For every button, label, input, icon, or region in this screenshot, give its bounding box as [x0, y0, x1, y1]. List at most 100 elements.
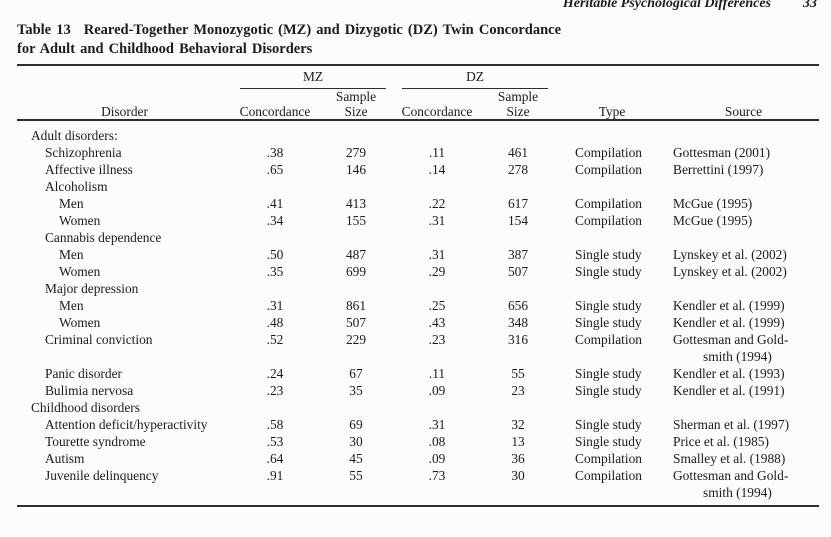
disorder-cell: Women: [59, 264, 101, 279]
dz-sample-size-cell: 387: [507, 247, 529, 262]
disorder-cell: Attention deficit/hyperactivity: [45, 417, 208, 432]
mz-sample-size-cell: 69: [349, 417, 363, 432]
disorder-cell: Childhood disorders: [31, 400, 140, 415]
type-cell: Single study: [575, 247, 642, 262]
spanner-gap-disorder: [17, 69, 232, 89]
source-cell: [668, 178, 819, 195]
dz-sample-size-cell: [480, 229, 556, 246]
mz-sample-size-cell: 35: [349, 383, 363, 398]
source-cell: [668, 399, 819, 416]
dz-concordance-cell: [394, 399, 480, 416]
column-header-dz-sample-size: Sample Size: [480, 89, 557, 121]
mz-concordance-cell: .50: [266, 247, 284, 262]
source-cell: [668, 120, 819, 144]
dz-sample-size-cell: 617: [507, 196, 529, 211]
table-row: Tourette syndrome .53 30 .08 13 Single study P…: [17, 433, 819, 450]
dz-sample-size-cell: 32: [511, 417, 525, 432]
dz-concordance-cell: [394, 178, 480, 195]
dz-concordance-cell: [394, 280, 480, 297]
table-title-line1: Reared-Together Monozygotic (MZ) and Diz…: [83, 22, 562, 38]
table-row: Men .31 861 .25 656 Single study Kendler et al…: [17, 297, 819, 314]
table-row: Women .34 155 .31 154 Compilation McGue (1995): [17, 212, 819, 229]
page-number: 33: [803, 0, 817, 11]
mz-concordance-cell: .31: [266, 298, 284, 313]
mz-sample-size-cell: [318, 120, 394, 144]
mz-sample-size-cell: 413: [345, 196, 367, 211]
spanner-gap-source: [668, 69, 819, 89]
dz-concordance-cell: .31: [428, 417, 446, 432]
column-header-type: Type: [556, 89, 669, 121]
column-header-row: Disorder Concordance Sample Size Concorda…: [17, 89, 820, 121]
mz-spanner-rule: MZ: [240, 69, 386, 89]
mz-concordance-cell: [232, 178, 318, 195]
mz-concordance-cell: .65: [266, 162, 284, 177]
type-cell: Single study: [575, 264, 642, 279]
disorder-cell: Juvenile delinquency: [17, 467, 232, 507]
source-cell: Sherman et al. (1997): [673, 417, 790, 432]
mz-sample-size-cell: 229: [345, 332, 367, 347]
table-row: Affective illness .65 146 .14 278 Compilation…: [17, 161, 819, 178]
dz-concordance-cell: .23: [428, 332, 446, 347]
disorder-cell: Major depression: [45, 281, 139, 296]
table-title-line2: for Adult and Childhood Behavioral Disor…: [17, 40, 313, 57]
table-row: Major depression: [17, 280, 819, 297]
mz-concordance-cell: .34: [266, 213, 284, 228]
mz-concordance-cell: .41: [266, 196, 284, 211]
dz-sample-size-cell: [480, 120, 556, 144]
mz-concordance-cell: .24: [266, 366, 284, 381]
mz-concordance-cell: .58: [266, 417, 284, 432]
dz-concordance-cell: .25: [428, 298, 446, 313]
disorder-cell: Men: [59, 298, 84, 313]
dz-concordance-cell: .73: [394, 467, 480, 507]
disorder-cell: Women: [59, 315, 101, 330]
disorder-cell: Panic disorder: [45, 366, 122, 381]
mz-sample-size-cell: 279: [345, 145, 367, 160]
dz-sample-size-cell: 36: [511, 451, 525, 466]
source-cell: Lynskey et al. (2002): [673, 264, 787, 279]
table-label: Table 13: [17, 22, 71, 38]
mz-sample-size-cell: [318, 399, 394, 416]
mz-concordance-cell: .91: [232, 467, 318, 507]
mz-sample-size-cell: [318, 229, 394, 246]
table-row: Juvenile delinquency .91 55.73 30 Compilatio…: [17, 467, 820, 507]
table-row: Bulimia nervosa .23 35 .09 23 Single study Ken…: [17, 382, 819, 399]
disorder-cell: Autism: [45, 451, 85, 466]
type-cell: Compilation: [575, 162, 642, 177]
spanner-header-row: MZ DZ: [17, 69, 819, 89]
type-cell: Compilation: [575, 196, 642, 211]
disorder-cell: Men: [59, 247, 84, 262]
dz-sample-size-cell: 154: [507, 213, 529, 228]
caption-rule: [17, 64, 819, 66]
source-cell: Kendler et al. (1999): [673, 315, 785, 330]
type-cell: [556, 229, 668, 246]
dz-sample-size-cell: 30: [480, 467, 557, 507]
mz-sample-size-cell: 45: [349, 451, 363, 466]
type-cell: Single study: [575, 298, 642, 313]
source-cell: Smalley et al. (1988): [673, 451, 786, 466]
dz-concordance-cell: .31: [428, 213, 446, 228]
column-header-dz-concordance: Concordance: [394, 89, 480, 121]
type-cell: Compilation: [556, 467, 669, 507]
disorder-cell: Criminal conviction: [45, 332, 153, 347]
table-row: Alcoholism: [17, 178, 819, 195]
dz-concordance-cell: [394, 229, 480, 246]
table-row: Autism .64 45 .09 36 Compilation Smalley et al…: [17, 450, 819, 467]
disorder-cell: Adult disorders:: [31, 128, 118, 143]
mz-concordance-cell: .53: [266, 434, 284, 449]
type-cell: Compilation: [575, 213, 642, 228]
dz-spanner: DZ: [394, 69, 556, 89]
disorder-cell: Tourette syndrome: [45, 434, 146, 449]
dz-sample-size-cell: 656: [507, 298, 529, 313]
mz-sample-size-cell: 55: [318, 467, 394, 507]
table-caption: Table 13 Reared-Together Monozygotic (MZ)…: [17, 21, 717, 58]
mz-concordance-cell: [232, 399, 318, 416]
source-cell: Price et al. (1985): [673, 434, 769, 449]
disorder-cell: Cannabis dependence: [45, 230, 162, 245]
mz-spanner-label: MZ: [302, 69, 324, 84]
type-cell: [556, 280, 668, 297]
source-cell: McGue (1995): [673, 196, 753, 211]
source-cell: [668, 229, 819, 246]
source-cell: Lynskey et al. (2002): [673, 247, 787, 262]
type-cell: Single study: [575, 315, 642, 330]
